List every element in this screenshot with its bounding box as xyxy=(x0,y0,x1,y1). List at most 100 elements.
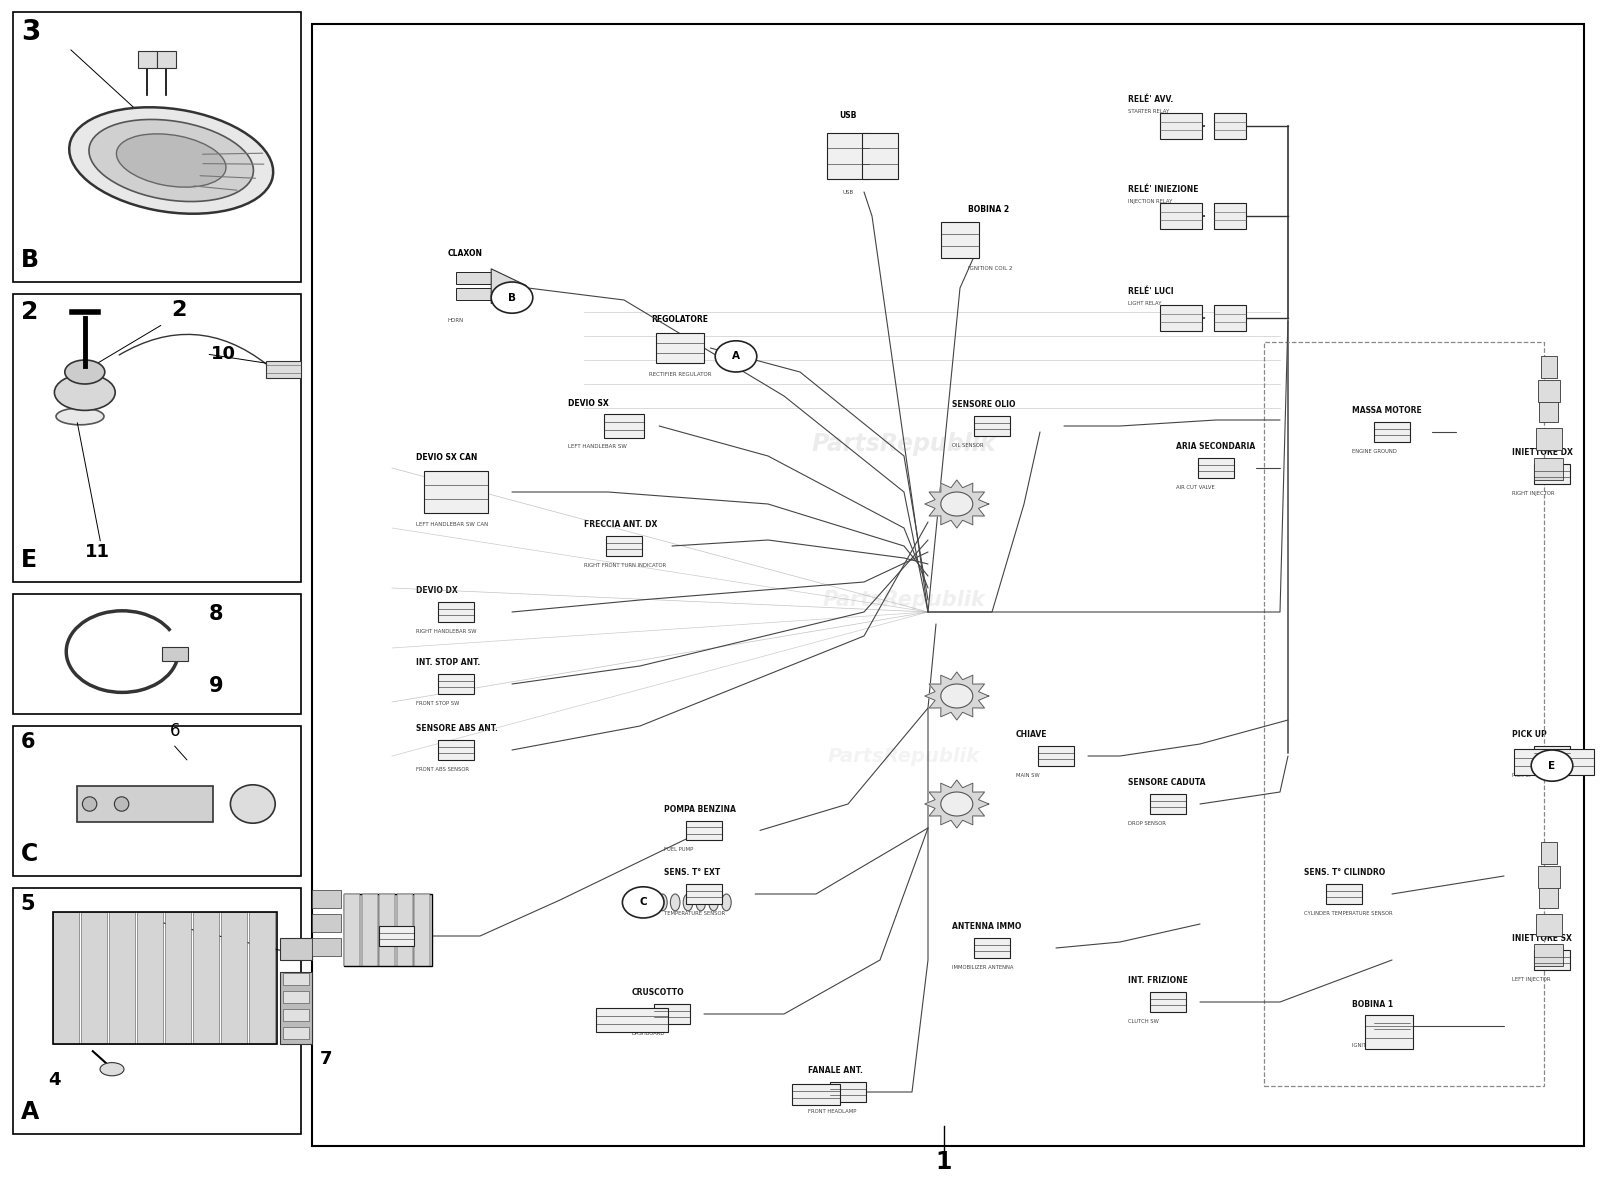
Bar xyxy=(1536,428,1562,450)
Bar xyxy=(312,938,341,956)
Bar xyxy=(686,821,722,840)
Text: A: A xyxy=(21,1100,38,1124)
Bar xyxy=(1514,749,1558,775)
Bar xyxy=(456,272,491,284)
Bar xyxy=(1160,113,1202,139)
Text: HORN: HORN xyxy=(448,318,464,323)
Bar xyxy=(379,894,395,966)
Bar xyxy=(1558,749,1594,775)
Bar xyxy=(283,1009,309,1021)
Ellipse shape xyxy=(709,894,718,911)
Text: FRECCIA ANT. DX: FRECCIA ANT. DX xyxy=(584,520,658,529)
Bar xyxy=(1150,794,1186,814)
Bar xyxy=(438,674,474,694)
Bar xyxy=(1534,944,1563,966)
Text: SENS. T° EXT: SENS. T° EXT xyxy=(664,869,720,877)
Text: PartsRepublik: PartsRepublik xyxy=(811,432,997,456)
Bar xyxy=(1198,458,1234,478)
Text: CHIAVE: CHIAVE xyxy=(1016,730,1048,739)
Circle shape xyxy=(622,887,664,918)
Bar xyxy=(138,52,157,68)
Bar xyxy=(1539,887,1558,908)
Ellipse shape xyxy=(645,894,654,911)
Text: CLUTCH SW: CLUTCH SW xyxy=(1128,1019,1158,1024)
Bar xyxy=(250,912,275,1044)
Bar xyxy=(1365,1015,1413,1049)
Text: SENSORE ABS ANT.: SENSORE ABS ANT. xyxy=(416,724,498,733)
Bar xyxy=(1374,422,1410,442)
Text: 8: 8 xyxy=(208,605,222,624)
Text: C: C xyxy=(21,842,38,866)
Bar xyxy=(686,884,722,904)
Bar xyxy=(792,1084,840,1105)
Text: RELÉ' INIEZIONE: RELÉ' INIEZIONE xyxy=(1128,185,1198,194)
Text: 11: 11 xyxy=(85,542,110,560)
Bar xyxy=(344,894,360,966)
Polygon shape xyxy=(925,480,989,528)
Text: REGOLATORE: REGOLATORE xyxy=(651,314,709,324)
Text: MASSA MOTORE: MASSA MOTORE xyxy=(1352,406,1422,415)
Text: CRUSCOTTO: CRUSCOTTO xyxy=(632,989,685,997)
Bar xyxy=(974,416,1010,436)
Bar xyxy=(1214,305,1246,331)
Bar xyxy=(312,890,341,908)
Ellipse shape xyxy=(632,894,642,911)
Bar xyxy=(1534,464,1570,484)
Ellipse shape xyxy=(658,894,667,911)
Ellipse shape xyxy=(696,894,706,911)
Bar xyxy=(283,973,309,985)
Text: 7: 7 xyxy=(320,1050,333,1068)
Text: FRONT ABS SENSOR: FRONT ABS SENSOR xyxy=(416,767,469,772)
Text: 1: 1 xyxy=(936,1150,952,1174)
Text: 6: 6 xyxy=(170,722,181,740)
Bar xyxy=(77,786,213,822)
Bar xyxy=(1534,950,1570,970)
Bar xyxy=(606,536,642,556)
Text: E: E xyxy=(1549,761,1555,770)
Ellipse shape xyxy=(722,894,731,911)
Circle shape xyxy=(941,792,973,816)
Text: RELÉ' LUCI: RELÉ' LUCI xyxy=(1128,287,1174,296)
Ellipse shape xyxy=(117,134,226,187)
Text: MAIN SW: MAIN SW xyxy=(1016,773,1040,778)
Text: A: A xyxy=(733,352,739,361)
Polygon shape xyxy=(925,672,989,720)
Text: INT. STOP ANT.: INT. STOP ANT. xyxy=(416,658,480,667)
Bar xyxy=(654,1004,690,1024)
Bar xyxy=(605,414,643,438)
Bar xyxy=(13,294,301,582)
Bar xyxy=(830,1082,866,1102)
Bar xyxy=(1160,203,1202,229)
Circle shape xyxy=(1531,750,1573,781)
Polygon shape xyxy=(925,780,989,828)
Text: RECTIFIER REGULATOR: RECTIFIER REGULATOR xyxy=(648,372,712,377)
Text: CLAXON: CLAXON xyxy=(448,248,483,258)
Text: POMPA BENZINA: POMPA BENZINA xyxy=(664,804,736,814)
Text: ECU ABS: ECU ABS xyxy=(357,910,394,919)
Bar xyxy=(13,12,301,282)
Bar xyxy=(941,222,979,258)
Text: LIGHT RELAY: LIGHT RELAY xyxy=(1128,301,1162,306)
Text: IMMOBILIZER ANTENNA: IMMOBILIZER ANTENNA xyxy=(952,965,1013,970)
Bar xyxy=(1264,342,1544,1086)
Circle shape xyxy=(715,341,757,372)
Text: DEVIO SX CAN: DEVIO SX CAN xyxy=(416,452,477,462)
Text: SENSORE CADUTA: SENSORE CADUTA xyxy=(1128,778,1205,787)
Bar xyxy=(312,24,1584,1146)
Bar xyxy=(157,52,176,68)
Bar xyxy=(827,133,869,179)
Bar xyxy=(1534,746,1570,766)
Bar xyxy=(1536,914,1562,936)
Text: FRONT HEADLAMP: FRONT HEADLAMP xyxy=(808,1109,856,1114)
Text: FUEL PUMP: FUEL PUMP xyxy=(664,847,693,852)
Ellipse shape xyxy=(683,894,693,911)
Text: ECU ABS: ECU ABS xyxy=(357,953,379,958)
Bar xyxy=(280,938,312,960)
Text: 4: 4 xyxy=(48,1070,61,1090)
Bar xyxy=(1539,401,1558,422)
Bar xyxy=(438,602,474,622)
Bar xyxy=(13,594,301,714)
Text: ARIA SECONDARIA: ARIA SECONDARIA xyxy=(1176,443,1256,451)
Bar xyxy=(1374,1016,1410,1036)
Bar xyxy=(1214,113,1246,139)
